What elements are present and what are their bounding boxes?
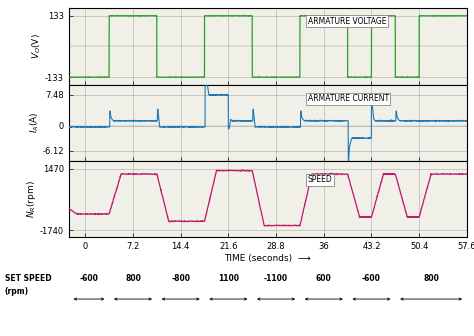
Y-axis label: $N_R$(rpm): $N_R$(rpm) — [25, 180, 38, 218]
X-axis label: TIME (seconds)  ⟶: TIME (seconds) ⟶ — [224, 254, 311, 262]
Text: -800: -800 — [171, 274, 190, 283]
Text: 800: 800 — [125, 274, 141, 283]
Text: 800: 800 — [423, 274, 439, 283]
Text: 1100: 1100 — [218, 274, 239, 283]
Text: ARMATURE CURRENT: ARMATURE CURRENT — [308, 94, 389, 103]
Text: ARMATURE VOLTAGE: ARMATURE VOLTAGE — [308, 17, 386, 26]
Text: 600: 600 — [316, 274, 332, 283]
Text: SET SPEED: SET SPEED — [5, 274, 51, 283]
Y-axis label: $I_A$(A): $I_A$(A) — [28, 112, 41, 133]
Y-axis label: $V_O$(V): $V_O$(V) — [31, 34, 44, 59]
Text: (rpm): (rpm) — [5, 287, 29, 296]
Text: -1100: -1100 — [264, 274, 288, 283]
Text: -600: -600 — [362, 274, 381, 283]
Text: -600: -600 — [80, 274, 99, 283]
Text: SPEED: SPEED — [308, 175, 332, 184]
